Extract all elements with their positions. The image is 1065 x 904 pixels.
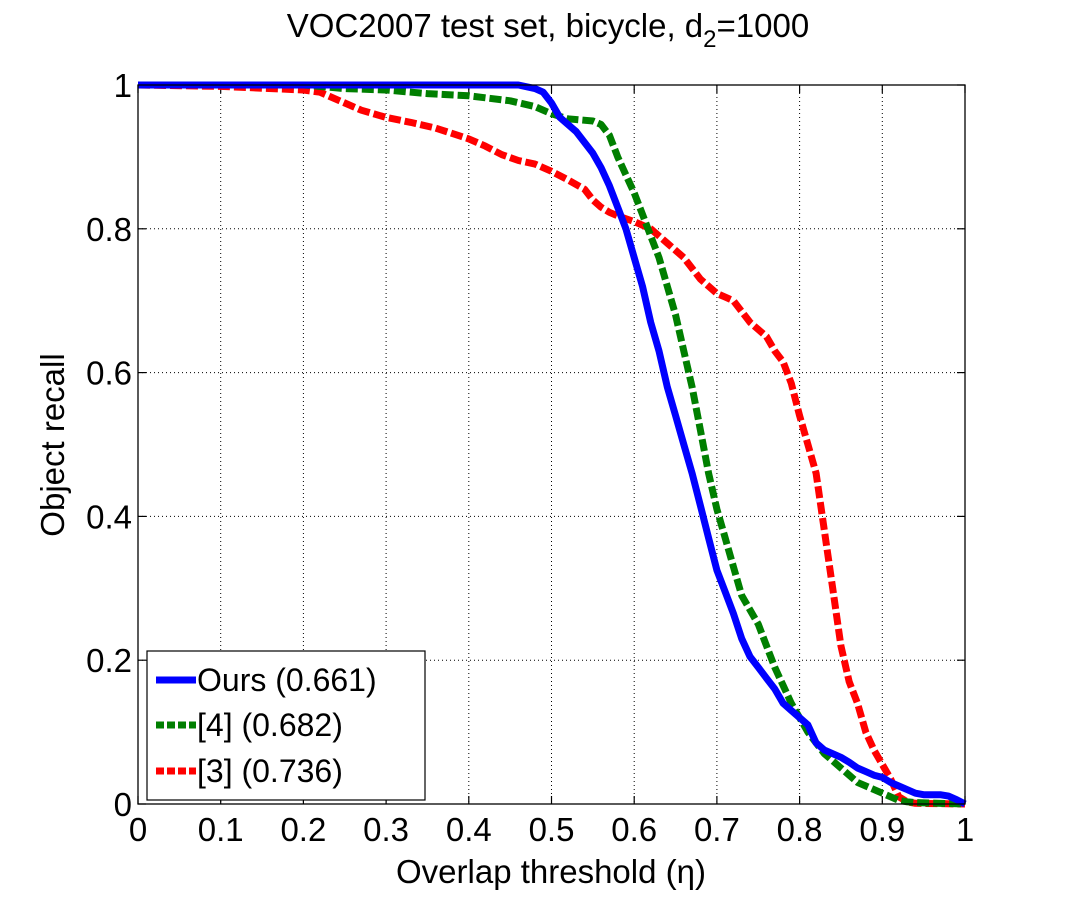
y-tick-label: 0.2 xyxy=(86,642,132,679)
y-tick-label: 1 xyxy=(114,67,132,104)
x-tick-label: 0.1 xyxy=(198,811,244,848)
legend-label-ref3: [3] (0.736) xyxy=(197,753,343,789)
legend-label-ref4: [4] (0.682) xyxy=(197,707,343,743)
x-axis-label: Overlap threshold (η) xyxy=(396,853,706,890)
series-line-ours xyxy=(138,81,967,808)
x-tick-label: 0.5 xyxy=(529,811,575,848)
x-tick-label: 0 xyxy=(129,811,147,848)
x-tick-label: 0.3 xyxy=(363,811,409,848)
x-tick-label: 0.6 xyxy=(611,811,657,848)
series-line-ref4 xyxy=(138,81,966,808)
series-lines xyxy=(137,81,967,808)
y-tick-labels: 0 0.2 0.4 0.6 0.8 1 xyxy=(86,67,132,823)
y-tick-label: 0.4 xyxy=(86,498,132,535)
y-axis-label: Object recall xyxy=(34,353,71,536)
x-tick-label: 0.9 xyxy=(859,811,905,848)
legend-label-ours: Ours (0.661) xyxy=(197,662,377,698)
x-tick-labels: 0 0.1 0.2 0.3 0.4 0.5 0.6 0.7 0.8 0.9 1 xyxy=(129,811,974,848)
x-tick-label: 0.7 xyxy=(694,811,740,848)
x-tick-label: 0.2 xyxy=(280,811,326,848)
x-tick-label: 0.8 xyxy=(777,811,823,848)
y-tick-label: 0 xyxy=(114,786,132,823)
chart-title: VOC2007 test set, bicycle, d2=1000 xyxy=(287,7,809,53)
x-tick-label: 1 xyxy=(956,811,974,848)
plot-frame xyxy=(137,84,966,805)
y-tick-label: 0.6 xyxy=(86,355,132,392)
legend: Ours (0.661) [4] (0.682) [3] (0.736) xyxy=(146,650,426,801)
y-tick-label: 0.8 xyxy=(86,211,132,248)
series-line-ref3 xyxy=(137,81,966,808)
x-tick-label: 0.4 xyxy=(446,811,492,848)
